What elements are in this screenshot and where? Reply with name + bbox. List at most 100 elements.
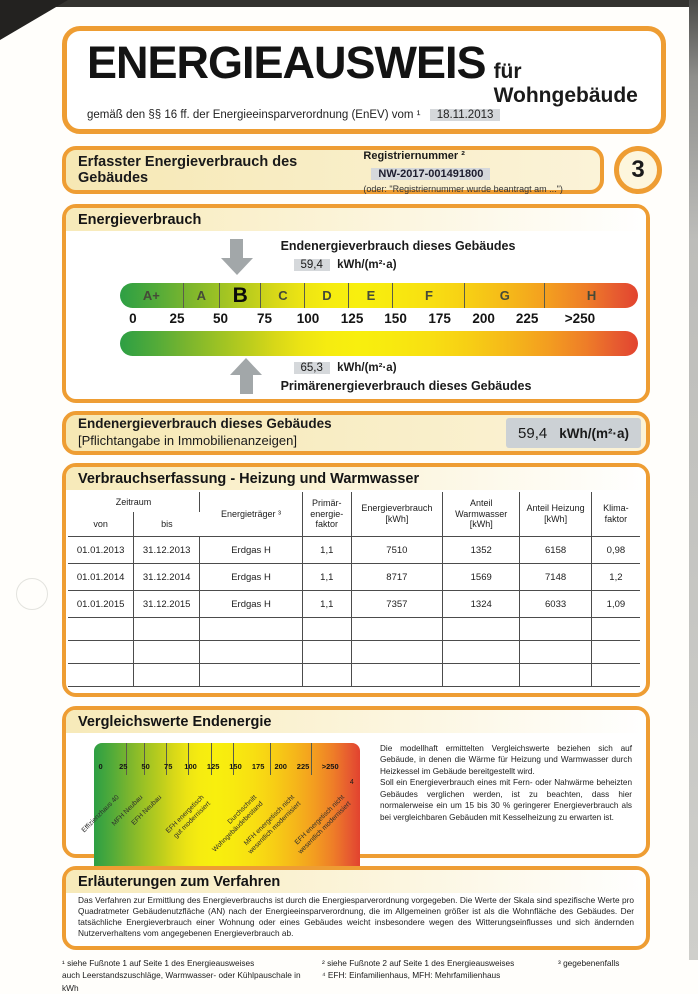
table-row: 01.01.2015 31.12.2015 Erdgas H 1,1 7357 1324… xyxy=(68,590,640,618)
table-row-empty xyxy=(68,640,640,664)
primary-energy-value: 65,3 xyxy=(293,362,330,374)
footnotes: ¹ siehe Fußnote 1 auf Seite 1 des Energi… xyxy=(62,957,650,994)
punch-hole xyxy=(16,578,48,610)
registry-box: Erfasster Energieverbrauch des Gebäudes … xyxy=(62,146,604,194)
footnote-column-2: ² siehe Fußnote 2 auf Seite 1 des Energi… xyxy=(322,957,515,981)
method-text: Das Verfahren zur Ermittlung des Energie… xyxy=(78,895,634,938)
scale-band-letters: A+ A B C D E F G H xyxy=(120,283,638,308)
scale-tick: 225 xyxy=(515,311,539,326)
comparison-explanation-text: Die modellhaft ermittelten Vergleichswer… xyxy=(380,744,632,822)
col-header-zeitraum: Zeitraum xyxy=(68,492,201,512)
energy-scale-box: Energieverbrauch Endenergieverbrauch die… xyxy=(62,204,650,403)
table-row: 01.01.2014 31.12.2014 Erdgas H 1,1 8717 1569… xyxy=(68,563,640,591)
mandatory-value: 59,4 xyxy=(518,424,548,442)
comparison-tick: 100 xyxy=(184,762,197,771)
comparison-tick: 150 xyxy=(229,762,242,771)
comparison-category-labels: Effizienzhaus 40 MFH Neubau EFH Neubau EFH … xyxy=(80,792,360,855)
end-energy-arrow-down-icon xyxy=(220,239,253,275)
scale-segment: A xyxy=(184,283,220,308)
col-header-anteil-warmwasser: Anteil Warmwasser [kWh] xyxy=(442,492,521,537)
mandatory-line1: Endenergieverbrauch dieses Gebäudes xyxy=(78,416,332,432)
comparison-category-label: EFH energetisch gut modernisiert xyxy=(164,794,212,840)
scale-segment: H xyxy=(586,288,597,303)
col-header-energietraeger: Energieträger ³ xyxy=(199,492,303,537)
table-row-empty xyxy=(68,663,640,687)
section-title-verbrauchserfassung: Verbrauchserfassung - Heizung und Warmwa… xyxy=(66,467,646,490)
scan-edge-top xyxy=(0,0,698,7)
primary-energy-value-line: 65,3 kWh/(m²·a) xyxy=(293,362,397,374)
comparison-tick: 175 xyxy=(251,762,265,771)
registry-row: Erfasster Energieverbrauch des Gebäudes … xyxy=(62,146,698,194)
mandatory-unit: kWh/(m²·a) xyxy=(559,425,629,441)
comparison-category-label: Effizienzhaus 40 xyxy=(80,794,121,835)
consumption-table: Zeitraum Energieträger ³ Primär- energie… xyxy=(68,492,640,687)
primary-energy-annotation: 65,3 kWh/(m²·a) Primärenergieverbrauch d… xyxy=(120,358,638,396)
scale-segment: D xyxy=(305,283,350,308)
registry-number-line: Registriernummer ² NW-2017-001491800 xyxy=(363,146,590,182)
mandatory-value-box: Endenergieverbrauch dieses Gebäudes [Pfl… xyxy=(62,411,650,455)
document-title: ENERGIEAUSWEIS xyxy=(87,37,487,88)
regulation-text: gemäß den §§ 16 ff. der Energieeinsparve… xyxy=(87,109,421,121)
scan-corner-shadow xyxy=(0,0,68,40)
comparison-tick: 225 xyxy=(296,762,310,771)
scale-tick: 150 xyxy=(384,311,407,326)
comparison-tick: >250 xyxy=(321,762,339,771)
scale-tick: 125 xyxy=(340,311,364,326)
end-energy-value-line: 59,4 kWh/(m²·a) xyxy=(293,259,397,271)
mandatory-value-labels: Endenergieverbrauch dieses Gebäudes [Pfl… xyxy=(66,416,332,449)
title-row: ENERGIEAUSWEIS für Wohngebäude xyxy=(87,37,651,108)
end-energy-unit: kWh/(m²·a) xyxy=(337,259,397,271)
table-row-empty xyxy=(68,617,640,641)
registry-alt-note: (oder: "Registriernummer wurde beantragt… xyxy=(363,184,563,194)
scale-segment: C xyxy=(261,283,306,308)
scale-tick: >250 xyxy=(564,311,596,326)
registry-number-label: Registriernummer ² xyxy=(363,150,465,162)
footnote-column-3: ³ gegebenenfalls xyxy=(558,957,620,968)
col-header-von: von xyxy=(68,512,135,537)
comparison-footnote-marker: 4 xyxy=(349,779,354,786)
scale-tick: 25 xyxy=(169,311,185,326)
section-title-erlaeuterungen: Erläuterungen zum Verfahren xyxy=(66,870,646,893)
scan-edge-right xyxy=(689,0,698,960)
table-row: 01.01.2013 31.12.2013 Erdgas H 1,1 7510 1352… xyxy=(68,536,640,564)
scale-tick: 175 xyxy=(428,311,451,326)
registry-number-value: NW-2017-001491800 xyxy=(371,168,491,180)
col-header-primaerfaktor: Primär- energie- faktor xyxy=(302,492,352,537)
comparison-tick: 75 xyxy=(164,762,173,771)
primary-energy-unit: kWh/(m²·a) xyxy=(337,362,397,374)
energy-scale-content: Endenergieverbrauch dieses Gebäudes 59,4… xyxy=(66,231,646,397)
document-subtitle: für Wohngebäude xyxy=(493,60,638,107)
scale-tick: 50 xyxy=(212,311,228,326)
scale-tick: 0 xyxy=(129,311,137,326)
scale-segment: E xyxy=(349,283,394,308)
scale-segment: F xyxy=(393,283,466,308)
end-energy-label: Endenergieverbrauch dieses Gebäudes xyxy=(280,239,516,253)
method-box: Erläuterungen zum Verfahren Das Verfahre… xyxy=(62,866,650,950)
footnote-column-1: ¹ siehe Fußnote 1 auf Seite 1 des Energi… xyxy=(62,957,301,993)
section-title-energieverbrauch: Energieverbrauch xyxy=(66,208,646,231)
comparison-tick: 50 xyxy=(141,762,150,771)
page-number-badge: 3 xyxy=(614,146,662,194)
col-header-anteil-heizung: Anteil Heizung [kWh] xyxy=(519,492,592,537)
end-energy-annotation: Endenergieverbrauch dieses Gebäudes 59,4… xyxy=(120,239,638,283)
scale-segment: A+ xyxy=(120,283,184,308)
scale-segment: B xyxy=(220,283,262,308)
registry-details: Registriernummer ² NW-2017-001491800 (od… xyxy=(363,146,600,194)
scale-band-gradient xyxy=(120,331,638,356)
comparison-tick: 25 xyxy=(119,762,128,771)
section-title-erfasster-verbrauch: Erfasster Energieverbrauch des Gebäudes xyxy=(78,154,298,186)
primary-energy-label: Primärenergieverbrauch dieses Gebäudes xyxy=(280,379,532,393)
primary-energy-arrow-up-icon xyxy=(230,358,263,394)
end-energy-value: 59,4 xyxy=(293,259,330,271)
scale-tick: 200 xyxy=(472,311,495,326)
energy-certificate-page: ENERGIEAUSWEIS für Wohngebäude gemäß den… xyxy=(62,26,698,993)
comparison-tick: 0 xyxy=(98,762,103,771)
comparison-ticks: 0 25 50 75 100 125 150 175 200 225 >250 xyxy=(94,761,360,774)
mandatory-value-chip: 59,4 kWh/(m²·a) xyxy=(506,418,641,448)
comparison-tick: 125 xyxy=(206,762,220,771)
regulation-date: 18.11.2013 xyxy=(429,109,501,121)
consumption-table-box: Verbrauchserfassung - Heizung und Warmwa… xyxy=(62,463,650,697)
